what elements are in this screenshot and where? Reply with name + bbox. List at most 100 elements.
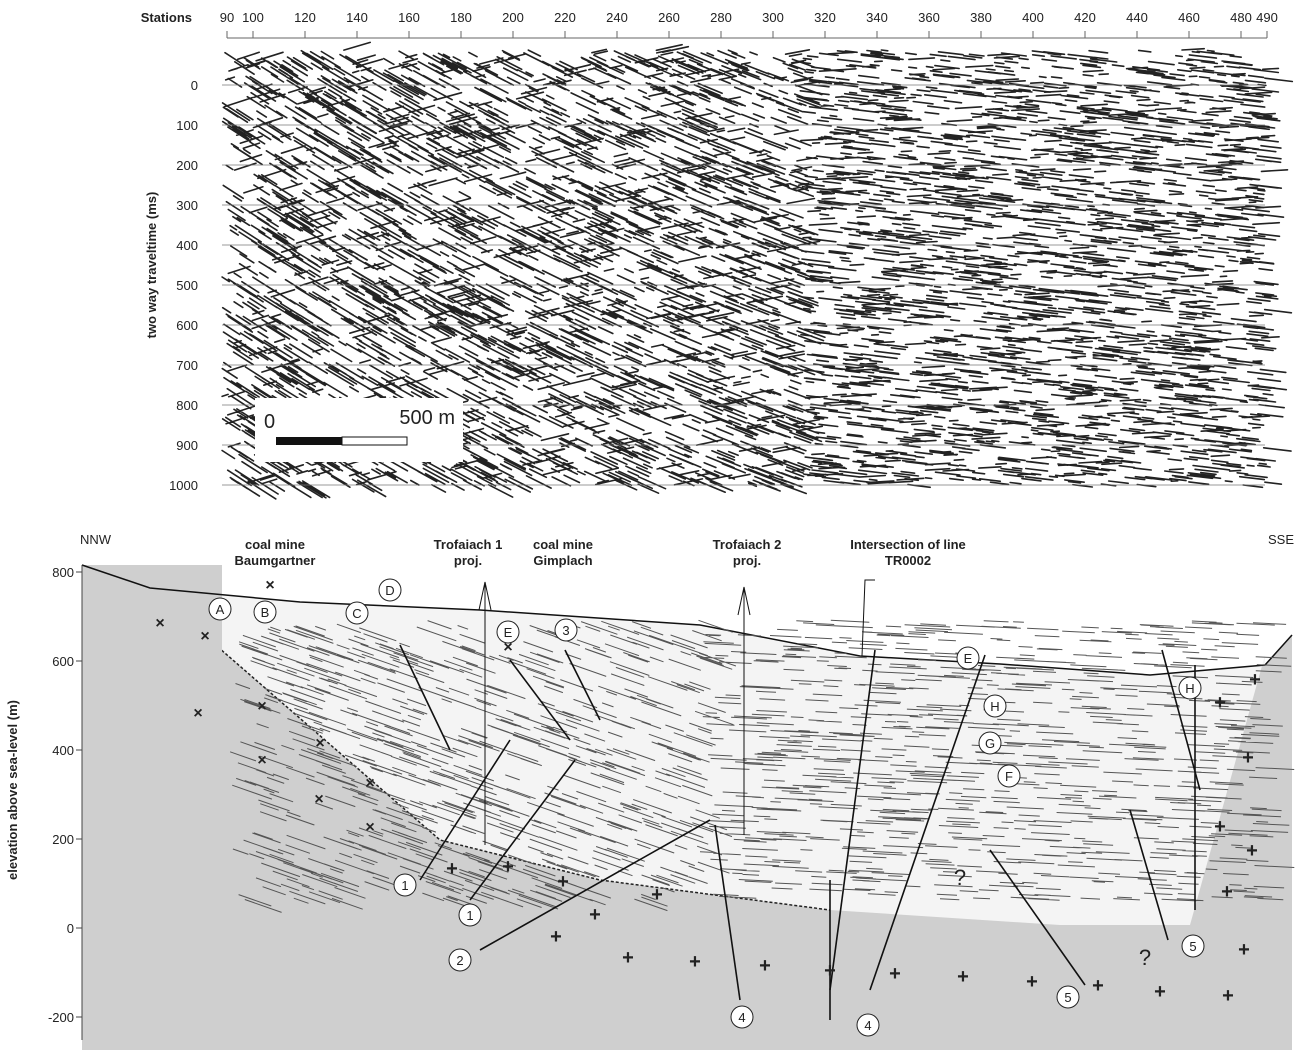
annotation: proj. [733,553,761,568]
x-tick-label: 480 [1230,10,1252,25]
plus-symbol: + [550,926,562,948]
x-tick-label: 320 [814,10,836,25]
x-tick-label: 300 [762,10,784,25]
cross-symbol: × [315,735,324,752]
plus-symbol: + [889,963,901,985]
marker-label: B [261,605,270,620]
y-tick-label: 100 [176,118,198,133]
plus-symbol: + [1222,985,1234,1007]
x-tick-label: 90 [220,10,234,25]
left-label: NNW [80,532,112,547]
marker-label: 4 [864,1018,871,1033]
annotation: Trofaiach 1 [434,537,503,552]
y-tick-label: 800 [176,398,198,413]
marker-label: 3 [562,623,569,638]
annotation: coal mine [245,537,305,552]
marker-label: 5 [1189,939,1196,954]
marker-label: E [504,625,513,640]
plus-symbol: + [1214,692,1226,714]
scale-start: 0 [264,411,275,433]
x-tick-label: 160 [398,10,420,25]
plus-symbol: + [651,884,663,906]
right-label: SSE [1268,532,1294,547]
cross-symbol: × [257,752,266,769]
x-tick-label: 400 [1022,10,1044,25]
x-tick-label: 360 [918,10,940,25]
y-tick-label: 600 [176,318,198,333]
plus-symbol: + [759,955,771,977]
plus-symbol: + [446,858,458,880]
question-mark: ? [954,865,966,890]
y-tick-label: 900 [176,438,198,453]
plus-symbol: + [689,951,701,973]
x-tick-label: 220 [554,10,576,25]
question-mark: ? [1139,945,1151,970]
plus-symbol: + [1242,747,1254,769]
plus-symbol: + [589,904,601,926]
marker-label: D [385,583,394,598]
x-tick-label: 340 [866,10,888,25]
marker-label: H [1185,681,1194,696]
x-tick-label: 420 [1074,10,1096,25]
x-tick-label: 200 [502,10,524,25]
marker-label: 1 [466,908,473,923]
plus-symbol: + [557,871,569,893]
marker-label: C [352,606,361,621]
marker-label: E [964,651,973,666]
marker-label: G [985,736,995,751]
plus-symbol: + [502,856,514,878]
scale-bar-black [276,437,342,445]
cross-symbol: × [365,819,374,836]
marker-label: A [216,602,225,617]
y-tick-label: -200 [48,1010,74,1025]
plus-symbol: + [1214,816,1226,838]
cross-symbol: × [365,775,374,792]
x-tick-label: 490 [1256,10,1278,25]
figure: Stations90100120140160180200220240260280… [0,0,1305,1050]
plus-symbol: + [957,966,969,988]
plus-symbol: + [1154,981,1166,1003]
plus-symbol: + [1026,971,1038,993]
y-tick-label: 500 [176,278,198,293]
cross-symbol: × [193,705,202,722]
y-tick-label: 800 [52,565,74,580]
plus-symbol: + [1249,669,1261,691]
annotation: Gimplach [533,553,592,568]
plus-symbol: + [1221,881,1233,903]
y-tick-label: 600 [52,654,74,669]
plus-symbol: + [622,947,634,969]
marker-label: H [990,699,999,714]
x-tick-label: 100 [242,10,264,25]
cross-symbol: × [155,615,164,632]
x-tick-label: 380 [970,10,992,25]
x-tick-label: 260 [658,10,680,25]
y-tick-label: 1000 [169,478,198,493]
cross-symbol: × [314,791,323,808]
marker-label: 2 [456,953,463,968]
annotation: proj. [454,553,482,568]
marker-label: 4 [738,1010,745,1025]
annotation: Trofaiach 2 [713,537,782,552]
annotation: Intersection of line [850,537,966,552]
y-tick-label: 400 [52,743,74,758]
y-tick-label: 0 [67,921,74,936]
x-tick-label: 180 [450,10,472,25]
y-tick-label: 200 [52,832,74,847]
x-tick-label: 280 [710,10,732,25]
scale-end: 500 m [399,407,455,429]
annotation: Baumgartner [235,553,316,568]
x-tick-label: 140 [346,10,368,25]
marker-label: 5 [1064,990,1071,1005]
y-tick-label: 300 [176,198,198,213]
cross-symbol: × [200,628,209,645]
annotation: coal mine [533,537,593,552]
marker-label: F [1005,769,1013,784]
plus-symbol: + [1246,840,1258,862]
scale-bar-white [342,437,407,445]
plus-symbol: + [824,960,836,982]
x-tick-label: 240 [606,10,628,25]
annotation: TR0002 [885,553,931,568]
y-axis-label: two way traveltime (ms) [144,192,159,339]
plus-symbol: + [1238,939,1250,961]
cross-symbol: × [257,698,266,715]
